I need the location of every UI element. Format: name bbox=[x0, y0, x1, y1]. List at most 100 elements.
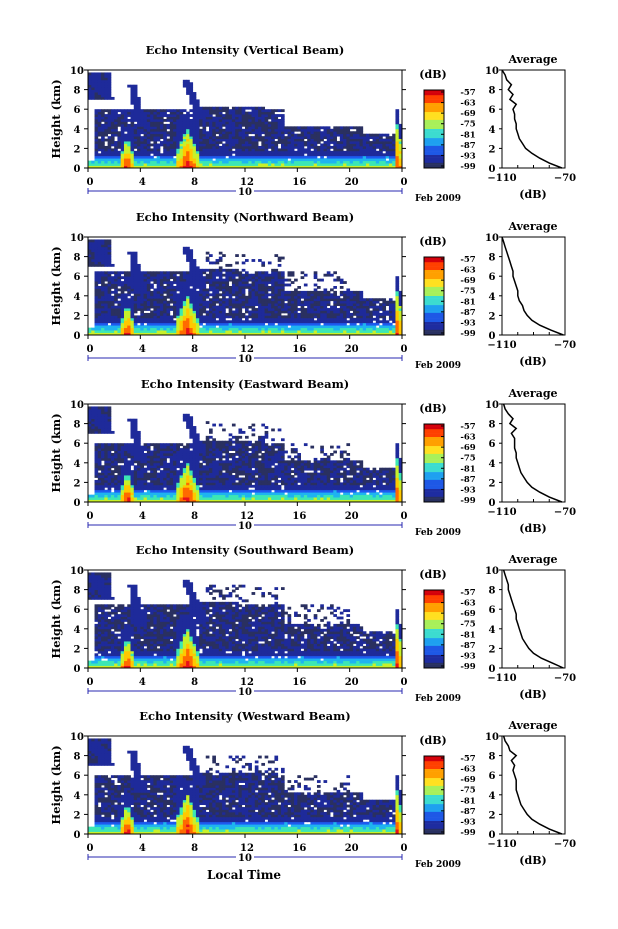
heatmap-cell bbox=[97, 84, 102, 88]
heatmap-cell bbox=[182, 271, 187, 275]
heatmap-cell bbox=[277, 320, 282, 324]
heatmap-cell bbox=[94, 271, 99, 275]
heatmap-cell bbox=[225, 327, 230, 331]
heatmap-cell bbox=[117, 477, 122, 481]
heatmap-cell bbox=[392, 325, 396, 329]
heatmap-cell bbox=[195, 109, 200, 113]
heatmap-cell bbox=[146, 119, 151, 122]
heatmap-cell bbox=[258, 330, 262, 333]
heatmap-cell bbox=[369, 160, 373, 164]
heatmap-cell bbox=[199, 158, 203, 162]
heatmap-cell bbox=[248, 119, 252, 122]
heatmap-cell bbox=[205, 111, 210, 115]
heatmap-cell bbox=[156, 136, 161, 139]
heatmap-cell bbox=[123, 317, 128, 321]
heatmap-cell bbox=[366, 163, 370, 166]
heatmap-cell bbox=[300, 131, 305, 135]
heatmap-cell bbox=[163, 150, 167, 154]
heatmap-cell bbox=[202, 317, 207, 321]
heatmap-cell bbox=[133, 160, 138, 164]
heatmap-cell bbox=[127, 418, 131, 422]
heatmap-cell bbox=[104, 160, 109, 164]
heatmap-cell bbox=[254, 271, 259, 275]
heatmap-cell bbox=[169, 150, 174, 154]
heatmap-cell bbox=[336, 315, 341, 319]
heatmap-cell bbox=[195, 121, 200, 125]
heatmap-cell bbox=[209, 281, 213, 284]
heatmap-cell bbox=[284, 155, 288, 159]
heatmap-cell bbox=[173, 126, 177, 130]
heatmap-cell bbox=[130, 126, 135, 130]
heatmap-cell bbox=[261, 150, 266, 154]
heatmap-cell bbox=[215, 261, 220, 265]
heatmap-cell bbox=[326, 327, 331, 331]
heatmap-cell bbox=[362, 310, 367, 314]
colorbar-swatch bbox=[424, 267, 444, 269]
heatmap-cell bbox=[182, 322, 187, 326]
heatmap-cell bbox=[117, 143, 122, 147]
heatmap-cell bbox=[97, 165, 102, 169]
heatmap-cell bbox=[110, 499, 115, 503]
heatmap-cell bbox=[235, 298, 239, 302]
heatmap-cell bbox=[343, 290, 347, 294]
heatmap-cell bbox=[235, 111, 239, 115]
heatmap-cell bbox=[110, 497, 115, 500]
heatmap-cell bbox=[88, 261, 92, 265]
heatmap-cell bbox=[330, 305, 334, 309]
heatmap-cell bbox=[372, 303, 377, 306]
heatmap-cell bbox=[137, 150, 141, 154]
colorbar-swatch bbox=[424, 264, 444, 267]
heatmap-cell bbox=[297, 327, 301, 331]
heatmap-cell bbox=[130, 499, 135, 503]
heatmap-cell bbox=[241, 106, 246, 110]
heatmap-cell bbox=[117, 141, 122, 144]
heatmap-cell bbox=[205, 136, 210, 139]
y-tick-label: 0 bbox=[74, 164, 81, 175]
colorbar-swatch bbox=[424, 91, 444, 93]
heatmap-cell bbox=[323, 145, 328, 149]
heatmap-cell bbox=[362, 322, 367, 326]
heatmap-cell bbox=[372, 158, 377, 162]
heatmap-cell bbox=[133, 111, 138, 115]
heatmap-cell bbox=[104, 413, 109, 417]
heatmap-cell bbox=[127, 315, 131, 319]
heatmap-cell bbox=[385, 150, 390, 154]
heatmap-cell bbox=[225, 312, 230, 316]
heatmap-cell bbox=[104, 467, 109, 471]
heatmap-cell bbox=[97, 278, 102, 282]
heatmap-cell bbox=[267, 138, 272, 142]
heatmap-cell bbox=[94, 155, 99, 159]
heatmap-cell bbox=[264, 330, 269, 333]
heatmap-cell bbox=[133, 477, 138, 481]
heatmap-cell bbox=[137, 273, 141, 277]
heatmap-cell bbox=[218, 330, 223, 333]
heatmap-cell bbox=[114, 462, 118, 466]
heatmap-cell bbox=[339, 126, 344, 130]
heatmap-cell bbox=[238, 141, 243, 144]
heatmap-cell bbox=[97, 320, 102, 324]
colorbar-swatch bbox=[424, 289, 444, 292]
heatmap-cell bbox=[261, 332, 266, 336]
heatmap-cell bbox=[339, 136, 344, 139]
heatmap-cell bbox=[382, 138, 387, 142]
heatmap-cell bbox=[123, 121, 128, 125]
panel-2: Echo Intensity (Northward Beam)0246810He… bbox=[49, 210, 576, 371]
heatmap-cell bbox=[271, 312, 275, 316]
heatmap-cell bbox=[150, 133, 154, 137]
heatmap-cell bbox=[120, 457, 125, 461]
heatmap-cell bbox=[182, 298, 187, 302]
heatmap-cell bbox=[91, 256, 95, 260]
heatmap-cell bbox=[146, 298, 151, 302]
heatmap-cell bbox=[114, 312, 118, 316]
heatmap-cell bbox=[179, 141, 184, 144]
colorbar-swatch bbox=[424, 329, 444, 332]
heatmap-cell bbox=[241, 165, 246, 169]
heatmap-cell bbox=[199, 290, 203, 294]
heatmap-cell bbox=[97, 74, 102, 78]
heatmap-cell bbox=[104, 317, 109, 321]
heatmap-cell bbox=[186, 298, 190, 302]
heatmap-cell bbox=[97, 160, 102, 164]
heatmap-cell bbox=[127, 472, 131, 476]
heatmap-cell bbox=[101, 281, 105, 284]
y-tick-label: 4 bbox=[74, 292, 81, 303]
